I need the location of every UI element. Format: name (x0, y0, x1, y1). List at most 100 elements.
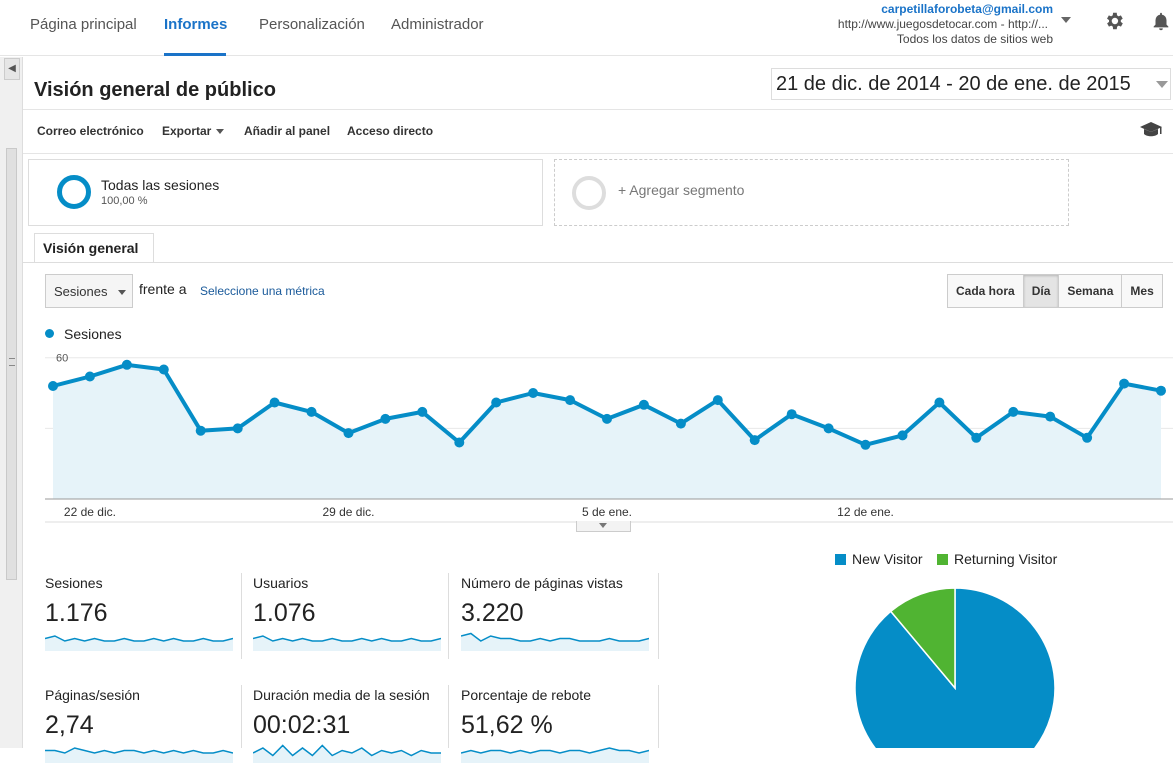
data-point (823, 423, 834, 434)
pie-slice-label: 11.1% (923, 580, 948, 586)
scorecard[interactable]: Sesiones 1.176 (45, 575, 245, 667)
shortcut-button[interactable]: Acceso directo (347, 124, 434, 138)
divider (448, 685, 449, 748)
scorecard-value: 1.076 (253, 599, 316, 627)
graduation-cap-icon[interactable] (1139, 121, 1163, 139)
scorecard[interactable]: Duración media de la sesión 00:02:31 (253, 687, 453, 779)
rail-scrollbar[interactable] (6, 148, 17, 580)
chart-resize-handle[interactable] (576, 521, 631, 532)
data-point (269, 397, 280, 408)
sparkline-line (461, 632, 649, 642)
scorecard-label: Páginas/sesión (45, 687, 140, 703)
collapse-sidebar-button[interactable]: ◀ (4, 58, 20, 80)
data-point (48, 381, 58, 391)
scorecard-label: Número de páginas vistas (461, 575, 623, 591)
scorecard[interactable]: Usuarios 1.076 (253, 575, 453, 667)
date-range-caret-icon[interactable] (1156, 81, 1168, 88)
divider (448, 573, 449, 659)
scorecard-value: 00:02:31 (253, 711, 351, 739)
pie-legend-returning[interactable]: Returning Visitor (937, 551, 1057, 567)
divider (23, 153, 1173, 154)
granularity-hourly-button[interactable]: Cada hora (948, 275, 1024, 307)
data-point (602, 413, 612, 424)
date-range-picker[interactable]: 21 de dic. de 2014 - 20 de ene. de 2015 (771, 68, 1171, 100)
data-point (1156, 385, 1166, 396)
data-point (712, 395, 723, 406)
metric-select[interactable]: Sesiones (45, 274, 133, 308)
scorecard-label: Duración media de la sesión (253, 687, 430, 703)
account-site[interactable]: http://www.juegosdetocar.com - http://..… (837, 17, 1048, 31)
data-point (84, 371, 95, 382)
granularity-month-button[interactable]: Mes (1122, 275, 1162, 307)
x-tick-label: 12 de ene. (837, 505, 894, 519)
scorecard[interactable]: Número de páginas vistas 3.220 (461, 575, 661, 667)
data-point (971, 432, 982, 443)
top-nav: Página principal Informes Personalizació… (0, 0, 1173, 56)
sparkline (253, 635, 441, 651)
legend-swatch (835, 554, 846, 565)
active-tab-indicator (164, 53, 226, 56)
segment-ring-icon (57, 175, 91, 209)
x-tick-label: 5 de ene. (582, 505, 632, 519)
select-metric-link[interactable]: Seleccione una métrica (200, 284, 325, 298)
tab-overview[interactable]: Visión general (34, 233, 154, 263)
data-point (1008, 406, 1019, 417)
data-point (1119, 378, 1130, 389)
legend-dot (45, 329, 54, 338)
divider (23, 262, 1173, 263)
legend-label: Sesiones (64, 326, 122, 342)
export-button[interactable]: Exportar (162, 124, 225, 138)
scorecard[interactable]: Páginas/sesión 2,74 (45, 687, 245, 779)
divider (658, 573, 659, 659)
data-point (232, 423, 243, 434)
nav-tab-customization[interactable]: Personalización (259, 16, 365, 33)
account-email[interactable]: carpetillaforobeta@gmail.com (881, 2, 1053, 16)
pie-slice-returning-visitor (889, 587, 956, 691)
add-segment-button[interactable]: + Agregar segmento (554, 159, 1069, 226)
rail-grip-icon[interactable] (9, 358, 15, 366)
data-point (380, 413, 391, 424)
pie-legend-new-label: New Visitor (852, 551, 923, 567)
gear-icon[interactable] (1103, 10, 1125, 32)
granularity-day-button[interactable]: Día (1023, 275, 1060, 307)
data-point (528, 388, 539, 398)
sessions-area (53, 364, 1161, 499)
segment-all-sessions[interactable]: Todas las sesiones 100,00 % (28, 159, 543, 226)
data-point (491, 397, 502, 408)
data-point (934, 397, 945, 408)
data-point (417, 406, 428, 417)
data-point (306, 406, 317, 417)
sessions-chart[interactable]: 306022 de dic.29 de dic.5 de ene.12 de e… (30, 345, 1173, 535)
account-dropdown-icon[interactable] (1061, 17, 1071, 23)
sparkline (461, 632, 649, 651)
scorecard[interactable]: Porcentaje de rebote 51,62 % (461, 687, 661, 779)
export-caret-icon (216, 129, 225, 135)
granularity-week-button[interactable]: Semana (1059, 275, 1123, 307)
legend-swatch (937, 554, 948, 565)
nav-tab-home[interactable]: Página principal (30, 16, 137, 33)
add-to-dashboard-button[interactable]: Añadir al panel (244, 124, 331, 138)
data-point (675, 418, 686, 429)
chevron-down-icon (118, 290, 126, 295)
email-button[interactable]: Correo electrónico (37, 124, 144, 138)
data-point (786, 409, 797, 420)
bell-icon[interactable] (1150, 10, 1172, 32)
sparkline (253, 744, 441, 763)
account-view[interactable]: Todos los datos de sitios web (896, 32, 1053, 46)
data-point (749, 435, 760, 446)
data-point (860, 439, 871, 450)
sparkline-area (45, 748, 233, 763)
pie-legend-returning-label: Returning Visitor (954, 551, 1058, 567)
data-point (454, 437, 465, 448)
nav-tab-admin[interactable]: Administrador (391, 16, 484, 33)
scorecard-value: 51,62 % (461, 711, 553, 739)
versus-label: frente a (139, 281, 187, 297)
pie-legend-new[interactable]: New Visitor (835, 551, 923, 567)
scorecard-value: 3.220 (461, 599, 524, 627)
granularity-toggle: Cada hora Día Semana Mes (947, 274, 1163, 308)
scorecard-label: Sesiones (45, 575, 103, 591)
scorecard-label: Usuarios (253, 575, 309, 591)
export-label: Exportar (162, 124, 212, 138)
visitor-type-pie-chart[interactable]: 11.1% (848, 580, 1063, 748)
nav-tab-reports[interactable]: Informes (164, 16, 228, 33)
